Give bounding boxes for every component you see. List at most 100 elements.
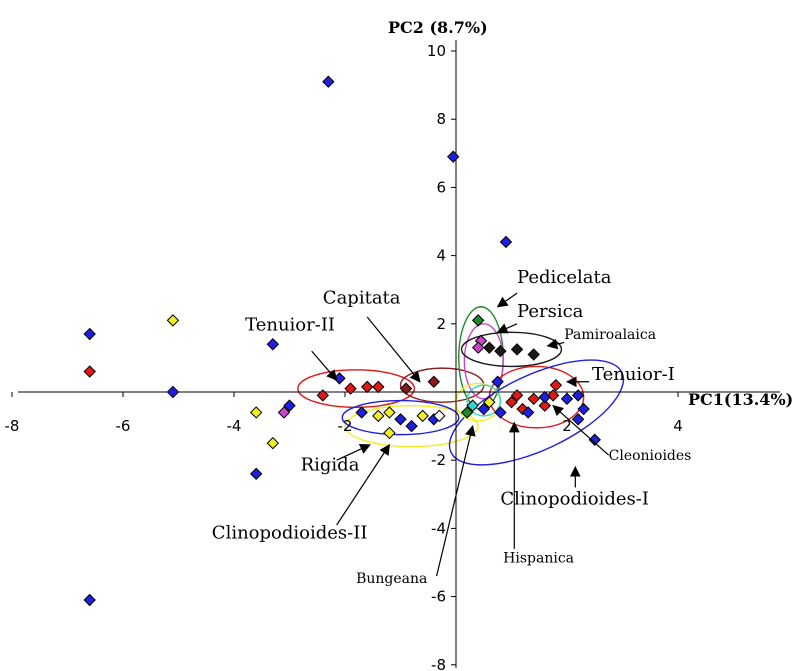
- data-point: [399, 382, 413, 395]
- annotation-label: Pamiroalaica: [564, 327, 656, 343]
- data-point: [471, 314, 485, 327]
- data-point: [571, 389, 585, 402]
- y-tick-label: 10: [427, 42, 446, 60]
- data-point: [577, 402, 590, 416]
- data-point: [360, 380, 374, 394]
- data-point: [483, 396, 496, 409]
- data-point: [277, 406, 291, 419]
- annotation-label: Clinopodioides-I: [500, 489, 649, 510]
- x-tick-label: -4: [227, 417, 242, 435]
- data-point: [394, 413, 407, 426]
- annotation-label: Tenuior-II: [245, 315, 335, 336]
- data-point: [416, 409, 429, 423]
- y-tick-label: -2: [431, 451, 446, 469]
- data-points: [83, 75, 601, 607]
- y-tick-label: 2: [436, 315, 446, 333]
- annotation-arrow: [366, 316, 421, 383]
- data-point: [427, 375, 441, 388]
- data-point: [483, 341, 496, 354]
- data-point: [249, 467, 263, 481]
- data-point: [344, 382, 357, 395]
- y-tick-label: 4: [436, 247, 446, 265]
- data-point: [477, 402, 490, 416]
- data-point: [527, 348, 540, 361]
- x-axis-title: PC1(13.4%): [688, 390, 793, 409]
- data-point: [166, 314, 180, 327]
- axes: -8 -6 -4 -2 2 4 10 8 6 4 2 -2 -4 -6 -8: [5, 40, 780, 671]
- annotation-label: Persica: [517, 301, 584, 322]
- data-point: [405, 419, 418, 433]
- annotation-arrow: [435, 425, 476, 577]
- data-point: [466, 399, 479, 412]
- annotation-arrow: [496, 323, 518, 334]
- data-point: [372, 409, 385, 423]
- data-point: [505, 396, 518, 409]
- data-point: [588, 433, 601, 446]
- x-tick-label: -8: [5, 417, 20, 435]
- annotation-label: Rigida: [301, 454, 360, 475]
- y-tick-label: 6: [436, 178, 446, 196]
- data-point: [571, 413, 585, 426]
- data-point: [266, 338, 280, 351]
- y-tick-label: -6: [431, 588, 446, 606]
- data-point: [372, 380, 385, 394]
- data-point: [166, 385, 180, 399]
- data-point: [549, 378, 563, 392]
- annotation-label: Capitata: [323, 287, 401, 308]
- data-point: [538, 399, 552, 412]
- annotation-label: Tenuior-I: [592, 364, 675, 385]
- data-point: [560, 392, 574, 406]
- y-tick-label: 8: [436, 110, 446, 128]
- data-point: [355, 406, 368, 419]
- annotation-label: Cleonioides: [609, 448, 692, 464]
- annotation-label: Clinopodioides-II: [212, 523, 368, 544]
- data-point: [433, 409, 446, 423]
- ellipse-hispanica: [466, 384, 502, 417]
- annotation-label: Hispanica: [503, 551, 574, 567]
- x-tick-label: 4: [673, 417, 683, 435]
- data-point: [283, 399, 296, 412]
- data-point: [510, 389, 524, 402]
- data-point: [83, 365, 96, 378]
- data-point: [447, 150, 460, 163]
- annotation-arrow: [546, 338, 565, 350]
- annotation-arrow: [496, 292, 518, 308]
- data-point: [249, 406, 263, 419]
- data-point: [527, 392, 540, 406]
- data-point: [471, 341, 485, 354]
- data-point: [383, 426, 396, 440]
- annotation-arrow: [311, 350, 338, 381]
- annotation-label: Bungeana: [356, 571, 427, 587]
- ellipse-rigida: [344, 404, 479, 448]
- y-axis-title: PC2 (8.7%): [388, 18, 488, 37]
- data-point: [266, 436, 280, 450]
- x-tick-label: -2: [338, 417, 353, 435]
- ellipse-tenuior-ii: [297, 369, 416, 409]
- y-tick-label: -4: [431, 519, 446, 537]
- annotation-arrow: [336, 443, 390, 526]
- annotation-arrow: [552, 404, 610, 456]
- data-point: [83, 593, 96, 607]
- data-point: [494, 406, 507, 419]
- annotation-arrow: [336, 444, 371, 461]
- annotations: Tenuior-II Capitata Rigida Clinopodioides-I…: [212, 267, 692, 587]
- data-point: [499, 235, 513, 249]
- group-ellipses: [297, 306, 625, 466]
- data-point: [538, 390, 552, 404]
- data-point: [460, 406, 474, 419]
- data-point: [322, 75, 335, 88]
- ellipse-pamiroalaica: [460, 331, 563, 368]
- x-tick-label: -6: [116, 417, 131, 435]
- data-point: [521, 406, 535, 419]
- ellipse-clinopodioides-ii: [341, 399, 460, 436]
- data-point: [494, 344, 507, 358]
- annotation-label: Pedicelata: [517, 267, 612, 288]
- ellipse-persica: [463, 323, 504, 400]
- ellipse-clinopodioides-i: [448, 359, 625, 466]
- data-point: [491, 375, 504, 388]
- data-point: [383, 406, 396, 419]
- data-point: [316, 389, 330, 402]
- data-point: [546, 389, 560, 402]
- y-tick-label: -8: [431, 656, 446, 671]
